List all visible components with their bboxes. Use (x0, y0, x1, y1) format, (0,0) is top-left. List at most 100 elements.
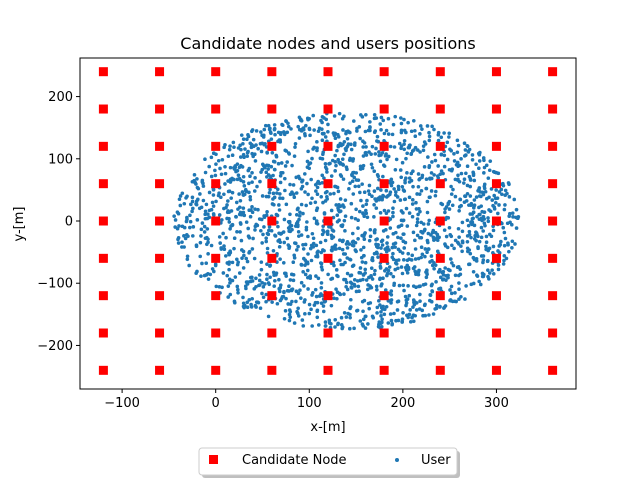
user-point (501, 225, 506, 230)
user-point (391, 214, 395, 219)
user-point (450, 261, 454, 265)
user-point (429, 171, 434, 175)
user-point (502, 243, 507, 248)
user-point (303, 131, 307, 136)
user-point (396, 225, 401, 229)
user-point (312, 145, 316, 150)
user-point (365, 287, 370, 292)
user-point (418, 150, 422, 154)
user-point (213, 173, 218, 178)
user-point (358, 164, 363, 169)
user-point (292, 321, 297, 325)
user-point (245, 154, 250, 159)
user-point (503, 203, 507, 207)
user-point (401, 232, 406, 236)
user-point (270, 300, 274, 304)
user-point (226, 154, 231, 159)
user-point (205, 216, 210, 221)
user-point (233, 164, 238, 168)
user-point (384, 304, 389, 309)
user-point (382, 164, 387, 168)
user-point (295, 311, 300, 316)
user-point (336, 322, 340, 327)
user-point (277, 208, 282, 212)
user-point (466, 223, 471, 228)
user-point (360, 299, 365, 304)
candidate-node-marker (267, 179, 277, 189)
user-point (380, 238, 385, 243)
candidate-node-marker (548, 291, 558, 301)
user-point (278, 240, 283, 245)
user-point (264, 170, 269, 175)
user-point (303, 263, 307, 267)
user-point (323, 324, 328, 328)
user-point (322, 248, 326, 253)
user-point (173, 218, 178, 222)
candidate-node-marker (323, 253, 333, 263)
x-axis-label: x-[m] (310, 420, 345, 435)
user-point (222, 206, 226, 211)
user-point (456, 173, 460, 178)
user-point (354, 171, 359, 175)
user-point (503, 236, 508, 241)
user-point (472, 178, 477, 183)
user-point (211, 193, 216, 197)
user-point (363, 314, 368, 319)
user-point (276, 130, 281, 135)
user-point (434, 303, 439, 308)
user-point (263, 282, 267, 286)
user-point (389, 177, 394, 182)
user-point (394, 190, 398, 194)
user-point (337, 291, 342, 296)
user-point (240, 256, 244, 260)
user-point (386, 268, 391, 273)
user-point (246, 226, 250, 231)
user-point (260, 194, 265, 198)
user-point (477, 187, 481, 192)
user-point (304, 203, 308, 208)
user-point (282, 240, 287, 245)
user-point (389, 183, 394, 188)
user-point (432, 152, 437, 157)
user-point (368, 227, 373, 232)
user-point (425, 210, 430, 215)
user-point (464, 171, 468, 176)
user-point (234, 200, 239, 205)
user-point (305, 268, 310, 273)
user-point (489, 234, 494, 239)
user-point (267, 225, 272, 229)
user-point (449, 257, 453, 261)
user-point (394, 230, 398, 235)
user-point (453, 177, 458, 182)
user-point (473, 233, 477, 238)
user-point (204, 261, 209, 265)
user-point (260, 291, 264, 296)
user-point (347, 187, 351, 191)
user-point (479, 204, 484, 208)
user-point (497, 190, 502, 194)
user-point (453, 273, 458, 278)
user-point (359, 255, 364, 260)
candidate-node-marker (548, 67, 558, 77)
user-point (273, 132, 277, 137)
user-point (482, 165, 487, 170)
user-point (305, 261, 310, 266)
user-point (280, 170, 285, 175)
user-point (265, 150, 269, 155)
user-point (481, 156, 486, 160)
user-point (451, 187, 455, 192)
user-point (359, 113, 363, 117)
user-point (455, 150, 460, 155)
user-point (265, 163, 269, 168)
user-point (385, 271, 390, 276)
user-point (341, 142, 345, 147)
user-point (223, 143, 227, 147)
user-point (458, 197, 462, 202)
user-point (372, 116, 377, 121)
user-point (397, 283, 402, 288)
user-point (392, 283, 396, 288)
user-point (272, 195, 277, 200)
user-point (248, 197, 253, 202)
user-point (212, 213, 216, 217)
user-point (459, 157, 463, 161)
